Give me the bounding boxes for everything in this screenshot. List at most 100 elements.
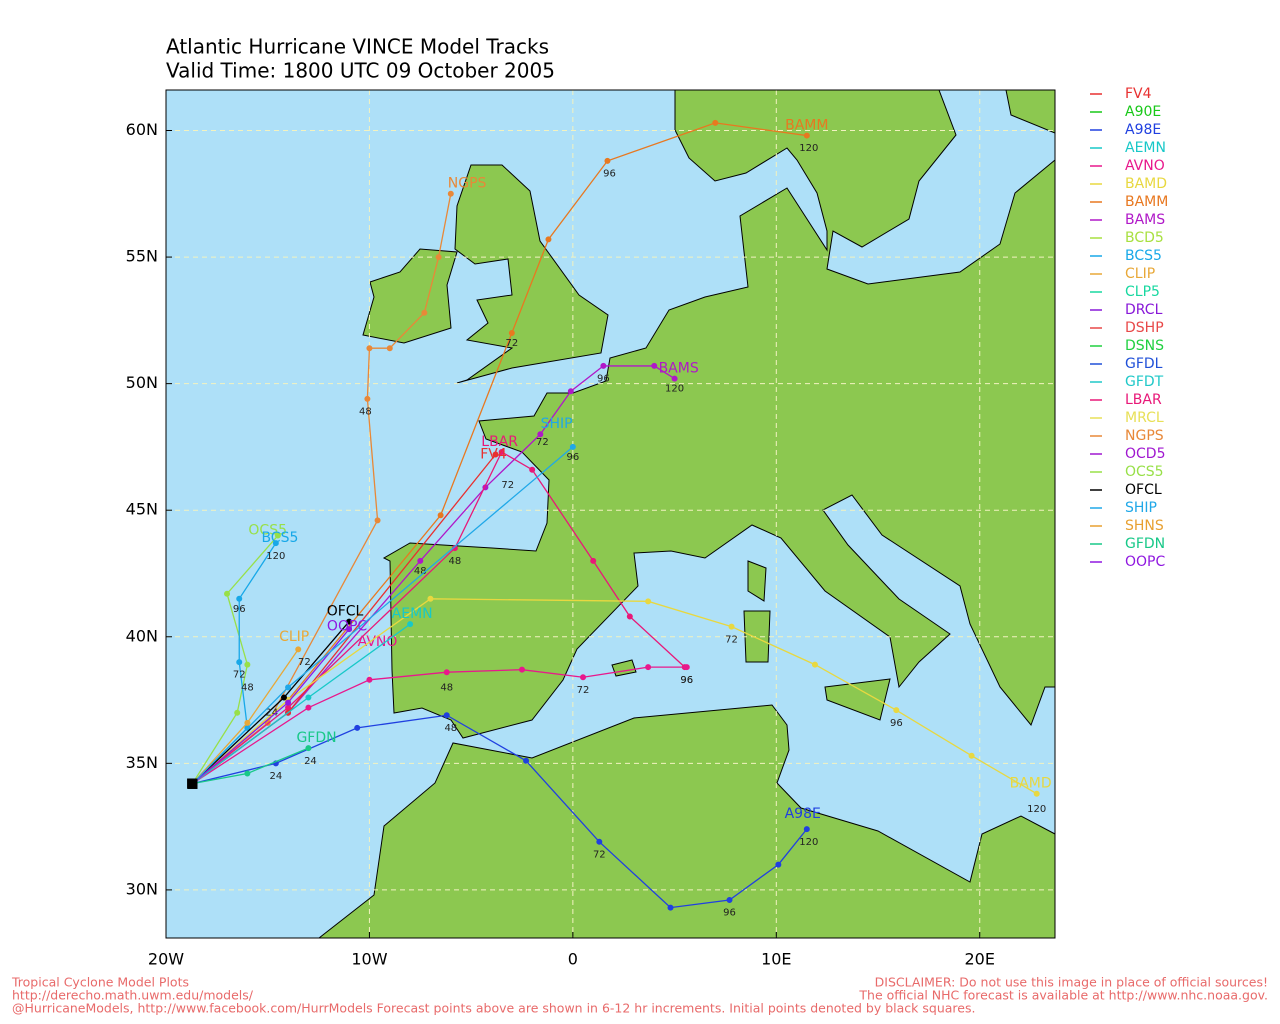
hour-label: 96: [597, 374, 610, 385]
forecast-point: [346, 626, 353, 633]
forecast-point: [498, 448, 505, 455]
legend-label: GFDL: [1125, 356, 1163, 372]
hour-label: 72: [233, 670, 246, 681]
hour-label: 96: [233, 604, 246, 615]
legend-label: GFDN: [1125, 536, 1165, 552]
title: Atlantic Hurricane VINCE Model Tracks: [166, 35, 549, 59]
hour-label: 96: [603, 169, 616, 180]
legend-label: SHNS: [1125, 518, 1164, 534]
lat-tick-label: 30N: [126, 879, 158, 898]
forecast-point: [893, 707, 900, 714]
forecast-point: [272, 540, 279, 547]
forecast-point: [274, 532, 281, 539]
forecast-point: [366, 676, 373, 683]
hour-label: 120: [799, 143, 818, 154]
legend-label: SHIP: [1125, 500, 1157, 516]
forecast-point: [683, 664, 690, 671]
legend-label: MRCL: [1125, 410, 1164, 426]
forecast-point: [590, 557, 597, 564]
forecast-point: [569, 443, 576, 450]
track-label: LBAR: [481, 434, 518, 450]
forecast-point: [523, 757, 530, 764]
legend-label: AEMN: [1125, 140, 1166, 156]
hour-label: 24: [304, 756, 317, 767]
forecast-point: [437, 512, 444, 519]
forecast-point: [244, 661, 251, 668]
track-label: NGPS: [448, 176, 487, 192]
lat-tick-label: 35N: [126, 753, 158, 772]
forecast-point: [811, 661, 818, 668]
footer-left: http://derecho.math.uwm.edu/models/: [12, 988, 254, 1003]
legend-label: CLIP: [1125, 266, 1155, 282]
hour-label: 72: [725, 634, 738, 645]
forecast-point: [374, 517, 381, 524]
forecast-point: [803, 826, 810, 833]
forecast-point: [280, 694, 287, 701]
forecast-point: [645, 598, 652, 605]
forecast-point: [234, 709, 241, 716]
hour-label: 48: [440, 682, 453, 693]
hour-label: 48: [444, 723, 457, 734]
track-label: CLIP: [279, 629, 309, 645]
legend-label: BAMD: [1125, 176, 1167, 192]
tracks: 7296120BAMM48NGPS487296120BAMS487296LBAR…: [187, 117, 1052, 919]
legend: FV4 A90E A98E AEMN AVNO BAMD BAMM BAMS BCD5 BCS5 C…: [1090, 86, 1168, 570]
legend-label: BCS5: [1125, 248, 1162, 264]
lon-tick-label: 0: [568, 950, 578, 969]
forecast-point: [295, 646, 302, 653]
forecast-point: [417, 557, 424, 564]
lon-tick-label: 20W: [148, 950, 184, 969]
legend-label: NGPS: [1125, 428, 1164, 444]
land-ireland: [362, 248, 458, 344]
hour-label: 120: [266, 551, 285, 562]
forecast-point: [305, 745, 312, 752]
footer: Tropical Cyclone Model Plotshttp://derec…: [11, 975, 1268, 1016]
forecast-point: [492, 451, 499, 458]
forecast-point: [604, 157, 611, 164]
legend-label: CLP5: [1125, 284, 1160, 300]
map: 7296120BAMM48NGPS487296120BAMS487296LBAR…: [166, 90, 1055, 938]
lon-tick-label: 10E: [761, 950, 791, 969]
forecast-point: [364, 395, 371, 402]
forecast-point: [600, 362, 607, 369]
forecast-point: [580, 674, 587, 681]
forecast-point: [366, 345, 373, 352]
legend-label: OCD5: [1125, 446, 1165, 462]
forecast-point: [354, 724, 361, 731]
forecast-point: [545, 236, 552, 243]
track-line: [192, 666, 687, 785]
legend-label: A98E: [1125, 122, 1161, 138]
hour-label: 120: [665, 384, 684, 395]
hour-label: 120: [799, 837, 818, 848]
forecast-point: [407, 621, 414, 628]
track-label: OOPC: [327, 619, 367, 635]
track-line: [192, 122, 807, 785]
legend-label: OOPC: [1125, 554, 1165, 570]
track-label: BAMM: [785, 117, 828, 133]
hour-label: 96: [680, 675, 693, 686]
forecast-point: [968, 752, 975, 759]
legend-label: GFDT: [1125, 374, 1164, 390]
initial-point: [187, 778, 198, 789]
forecast-point: [386, 345, 393, 352]
hour-label: 48: [359, 406, 372, 417]
track-label: A98E: [785, 806, 821, 822]
hour-label: 96: [890, 718, 903, 729]
subtitle: Valid Time: 1800 UTC 09 October 2005: [166, 59, 555, 83]
forecast-point: [645, 664, 652, 671]
hour-label: 96: [723, 908, 736, 919]
axes: 30N 35N 40N 45N 50N 55N 60N 20W 10W 0 10E 20E: [126, 120, 995, 968]
forecast-point: [285, 684, 292, 691]
hour-label: 72: [298, 657, 311, 668]
legend-label: DSHP: [1125, 320, 1164, 336]
forecast-point: [427, 595, 434, 602]
hour-label: 48: [414, 566, 427, 577]
forecast-point: [236, 659, 243, 666]
lat-tick-label: 60N: [126, 120, 158, 139]
track-label: GFDN: [296, 730, 336, 746]
hour-label: 24: [269, 771, 282, 782]
forecast-point: [305, 704, 312, 711]
footer-right: The official NHC forecast is available a…: [858, 988, 1268, 1003]
forecast-point: [726, 897, 733, 904]
lat-tick-label: 45N: [126, 500, 158, 519]
